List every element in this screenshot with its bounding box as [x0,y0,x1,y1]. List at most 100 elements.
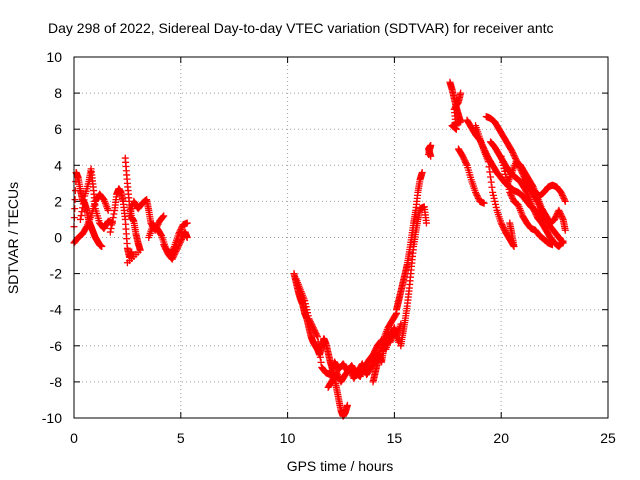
data-point [82,224,90,232]
data-point [78,208,86,216]
x-tick-label: 20 [493,430,509,446]
data-point [160,212,168,220]
data-point [531,208,539,216]
data-point [183,219,191,227]
data-point [499,222,507,230]
data-point [500,164,508,172]
data-point [560,194,568,202]
x-axis-label: GPS time / hours [287,458,394,474]
data-point [561,196,569,204]
data-point [392,311,400,319]
data-point [98,243,106,251]
data-point [317,358,325,366]
data-point [551,215,559,223]
data-point [531,209,539,217]
data-point [509,194,517,202]
data-point [480,199,488,207]
y-tick-label: 2 [54,193,62,209]
data-point [524,192,532,200]
data-point [509,148,517,156]
data-point [79,200,87,208]
data-point [559,237,567,245]
data-point [484,158,492,166]
data-point [343,401,351,409]
data-point [486,168,494,176]
data-point [508,193,516,201]
y-tick-label: -4 [50,302,63,318]
data-point [506,219,514,227]
data-point [315,343,323,351]
data-point [462,158,470,166]
data-point [309,324,317,332]
data-point [71,205,79,213]
data-point [333,369,341,377]
data-point [499,161,507,169]
data-point [558,238,566,246]
data-point [301,300,309,308]
data-point [311,328,319,336]
data-point [489,191,497,199]
data-point [460,155,468,163]
data-point [551,214,559,222]
data-point [511,153,519,161]
data-point [473,191,481,199]
data-point [71,196,79,204]
data-point [459,152,467,160]
data-point [459,154,467,162]
data-point [422,219,430,227]
data-point [500,225,508,233]
data-point [457,89,465,97]
data-point [508,147,516,155]
data-point [521,186,529,194]
data-point [176,239,184,247]
data-point [173,246,181,254]
data-point [304,312,312,320]
data-point [316,353,324,361]
data-point [559,193,567,201]
y-tick-label: -6 [50,338,63,354]
data-point [497,219,505,227]
data-point [316,348,324,356]
data-point [170,251,178,259]
data-point [161,244,169,252]
data-point [175,240,183,248]
data-point [307,319,315,327]
data-point [558,212,566,220]
y-tick-label: 8 [54,85,62,101]
data-point [427,152,435,160]
data-point [530,206,538,214]
data-point [160,241,168,249]
data-point [561,197,569,205]
data-point [76,215,84,223]
x-tick-label: 5 [177,430,185,446]
data-point [104,206,112,214]
plot-frame [73,56,609,419]
data-point [472,188,480,196]
data-point [346,365,354,373]
data-point [346,367,354,375]
data-point [556,208,564,216]
data-point [176,227,184,235]
data-point [548,241,556,249]
data-point [305,315,313,323]
data-point [306,316,314,324]
data-point [556,209,564,217]
data-point [80,196,88,204]
data-point [168,255,176,263]
x-tick-label: 10 [280,430,296,446]
data-point [302,303,310,311]
data-point [183,234,191,241]
data-point [522,188,530,196]
x-tick-label: 15 [387,430,403,446]
y-tick-label: -8 [50,374,63,390]
data-point [507,191,515,199]
data-point [474,193,482,201]
y-tick-label: 6 [54,121,62,137]
data-point [488,183,496,191]
data-point [301,297,309,305]
y-tick-label: 0 [54,230,62,246]
data-point [306,318,314,326]
data-point [558,191,566,199]
data-point [109,214,117,222]
x-tick-label: 25 [600,430,616,446]
